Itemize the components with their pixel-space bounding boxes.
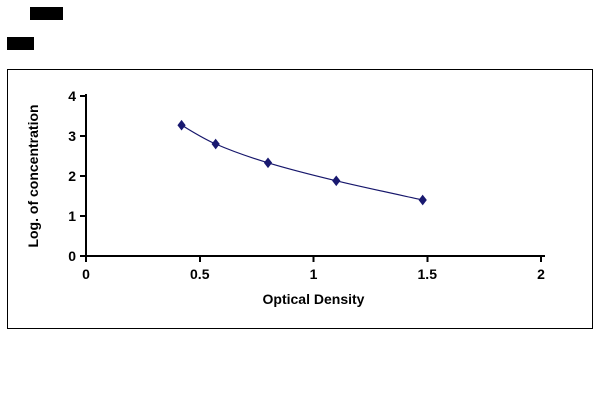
x-tick-label: 2	[537, 266, 545, 282]
x-tick-label: 0	[82, 266, 90, 282]
y-tick-label: 3	[68, 128, 76, 144]
x-tick-label: 1	[310, 266, 318, 282]
y-tick-label: 2	[68, 168, 76, 184]
data-point-marker	[263, 157, 273, 169]
curve-line	[181, 124, 423, 201]
decor-bar-left	[7, 37, 34, 50]
y-tick-label: 1	[68, 208, 76, 224]
y-axis-title: Log. of concentration	[25, 104, 41, 247]
data-point-marker	[418, 194, 427, 206]
y-tick-label: 0	[68, 248, 76, 264]
x-tick-label: 1.5	[418, 266, 438, 282]
data-point-marker	[332, 175, 341, 187]
decor-bar-top	[30, 7, 63, 20]
x-axis-title: Optical Density	[263, 291, 365, 307]
data-point-marker	[211, 138, 220, 150]
chart-frame: 0 1 2 3 4 0 0.5 1 1.5 2 Optical Density Log. of con…	[7, 69, 593, 329]
standard-curve-chart: 0 1 2 3 4 0 0.5 1 1.5 2 Optical Density Log. of con…	[25, 88, 545, 307]
x-tick-label: 0.5	[190, 266, 210, 282]
y-tick-label: 4	[68, 88, 76, 104]
data-point-marker	[177, 119, 186, 131]
